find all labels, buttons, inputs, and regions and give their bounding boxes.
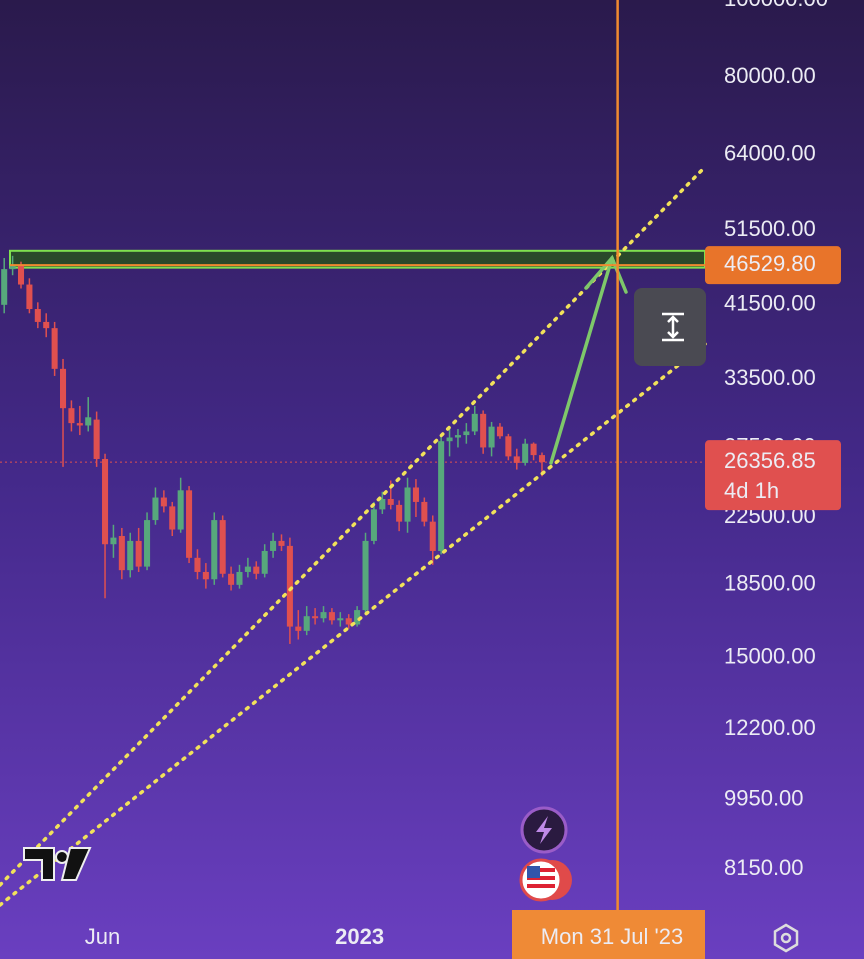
- candle-body: [387, 498, 394, 505]
- price-level-box: [705, 246, 841, 285]
- candle-body: [505, 436, 512, 457]
- candle-body: [337, 618, 344, 621]
- candle-body: [144, 520, 151, 567]
- candle-body: [295, 626, 302, 631]
- candle-body: [396, 504, 403, 522]
- plot-area: 100000.00 80000.00 64000.00 51500.00 41500.0…: [0, 0, 828, 949]
- candle-body: [421, 501, 428, 522]
- candle-body: [118, 535, 125, 571]
- candle-body: [186, 490, 193, 558]
- candle-body: [496, 426, 503, 437]
- candle-body: [345, 618, 352, 625]
- candle-body: [177, 490, 184, 530]
- candle-body: [530, 443, 537, 456]
- candle-body: [236, 571, 243, 585]
- logo: [23, 847, 92, 881]
- y-tick-label: 41500.00: [724, 291, 816, 316]
- candle-body: [303, 616, 310, 631]
- candle-body: [488, 426, 495, 448]
- x-tick-label: 2023: [335, 924, 384, 949]
- candle-body: [513, 456, 520, 463]
- candle-body: [522, 443, 529, 463]
- y-tick-label: 64000.00: [724, 140, 816, 165]
- candle-body: [354, 610, 361, 625]
- candle-body: [219, 520, 226, 574]
- y-tick-label: 33500.00: [724, 365, 816, 390]
- y-tick-label: 100000.00: [724, 0, 828, 11]
- candle-body: [370, 509, 377, 541]
- candle-body: [102, 458, 109, 545]
- current-price-label: 26356.85: [724, 448, 816, 473]
- candle-body: [463, 431, 470, 436]
- settings-icon[interactable]: [773, 923, 799, 953]
- candle-body: [454, 435, 461, 438]
- time-marker-label: Mon 31 Jul '23: [541, 924, 683, 949]
- candle-body: [76, 423, 83, 426]
- candle-body: [320, 612, 327, 619]
- trend-line-lower: [0, 342, 707, 907]
- candle-body: [110, 537, 117, 545]
- candle-body: [9, 265, 16, 270]
- price-level-label: 46529.80: [724, 251, 816, 276]
- candle-body: [85, 417, 92, 426]
- candle-body: [244, 566, 251, 572]
- candle-body: [160, 497, 167, 507]
- candle-body: [194, 557, 201, 572]
- x-tick-label: Jun: [85, 924, 120, 949]
- candle-body: [286, 545, 293, 627]
- candle-body: [278, 540, 285, 546]
- candle-body: [43, 321, 50, 329]
- candle-body: [202, 571, 209, 580]
- candle-body: [362, 540, 369, 611]
- y-tick-label: 80000.00: [724, 63, 816, 88]
- candle-body: [26, 284, 33, 310]
- candle-body: [538, 455, 546, 463]
- candle-body: [261, 550, 268, 574]
- candle-body: [379, 498, 386, 510]
- candle-body: [480, 413, 487, 448]
- y-tick-label: 15000.00: [724, 643, 816, 668]
- candle-body: [59, 368, 67, 409]
- y-tick-label: 12200.00: [724, 715, 816, 740]
- candle-body: [169, 506, 176, 530]
- candle-body: [438, 441, 445, 551]
- candle-body: [446, 437, 453, 442]
- candle-body: [152, 497, 159, 521]
- countdown-label: 4d 1h: [724, 478, 779, 503]
- candle-body: [404, 487, 411, 522]
- candle-body: [211, 520, 218, 580]
- candle-body: [228, 573, 235, 585]
- candle-body: [34, 309, 41, 322]
- candle-body: [17, 265, 25, 285]
- current-price-box: [705, 440, 841, 511]
- event-icon[interactable]: [520, 806, 568, 854]
- flag-icon[interactable]: [519, 858, 572, 902]
- y-tick-label: 9950.00: [724, 786, 804, 811]
- measure-button[interactable]: [634, 288, 706, 366]
- candle-body: [93, 419, 100, 459]
- candle-body: [127, 540, 134, 571]
- candle-body: [1, 269, 8, 305]
- candle-body: [68, 408, 75, 424]
- projection-arrow: [549, 254, 628, 465]
- candle-body: [429, 521, 436, 551]
- overlay: 46529.80 Mon 31 Jul '23 26356.85 4d 1h: [10, 0, 841, 959]
- y-tick-label: 8150.00: [724, 855, 804, 880]
- candle-body: [253, 566, 260, 574]
- candle-body: [471, 413, 478, 432]
- candle-body: [51, 328, 58, 369]
- candle-body: [312, 616, 319, 619]
- candle-body: [328, 612, 335, 621]
- y-tick-label: 18500.00: [724, 571, 816, 596]
- y-tick-label: 51500.00: [724, 216, 816, 241]
- time-marker-box: [512, 910, 705, 959]
- candle-body: [135, 540, 142, 567]
- candle-body: [412, 487, 419, 502]
- candle-body: [270, 540, 277, 551]
